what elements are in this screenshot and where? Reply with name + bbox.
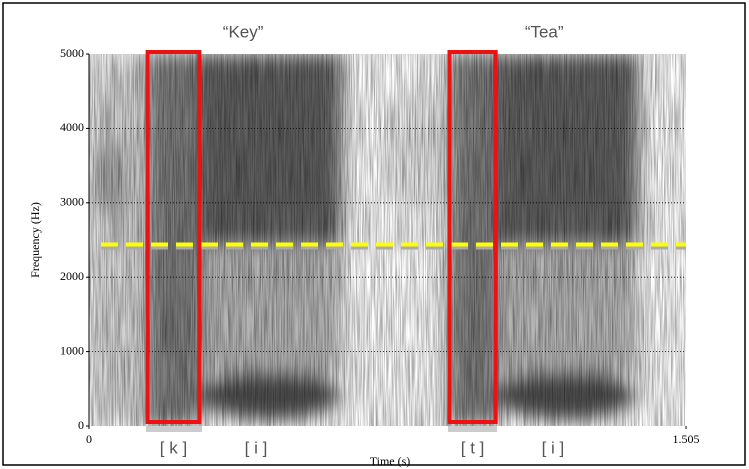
y-tick-label: 2000 bbox=[60, 269, 84, 283]
y-tick-label: 1000 bbox=[60, 343, 84, 357]
segment-label: [ i ] bbox=[542, 438, 565, 457]
segment-label: [ t ] bbox=[461, 438, 485, 457]
x-tick-label: 0 bbox=[86, 432, 92, 446]
segment-box bbox=[447, 50, 498, 424]
y-tick-label: 3000 bbox=[60, 195, 84, 209]
spectrogram-texture bbox=[89, 54, 686, 426]
segment-underline bbox=[448, 426, 497, 432]
segment-label: [ i ] bbox=[245, 438, 268, 457]
segment-label: [ k ] bbox=[160, 438, 187, 457]
y-axis-label: Frequency (Hz) bbox=[28, 202, 42, 278]
y-tick-label: 4000 bbox=[60, 120, 84, 134]
y-tick-label: 5000 bbox=[60, 46, 84, 60]
word-label: “Key” bbox=[223, 22, 264, 41]
segment-box bbox=[145, 50, 202, 424]
word-label: “Tea” bbox=[525, 22, 564, 41]
x-axis-label: Time (s) bbox=[370, 454, 411, 468]
segment-underline bbox=[146, 426, 202, 432]
y-tick-label: 0 bbox=[78, 418, 84, 432]
x-tick-label: 1.505 bbox=[673, 432, 700, 446]
